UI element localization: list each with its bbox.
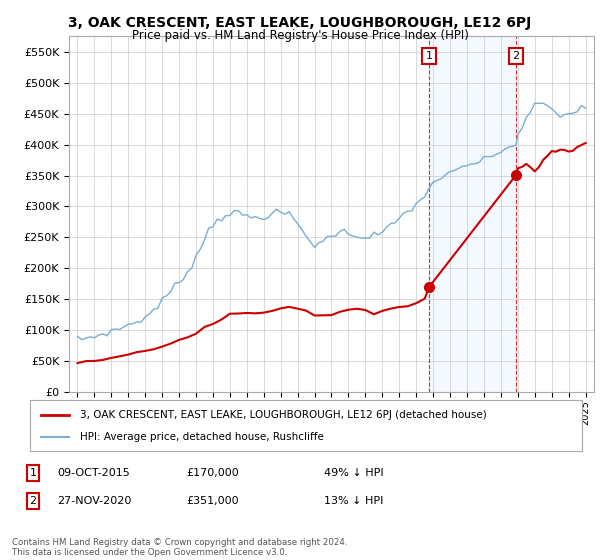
Text: 3, OAK CRESCENT, EAST LEAKE, LOUGHBOROUGH, LE12 6PJ (detached house): 3, OAK CRESCENT, EAST LEAKE, LOUGHBOROUG…	[80, 409, 487, 419]
Text: Price paid vs. HM Land Registry's House Price Index (HPI): Price paid vs. HM Land Registry's House …	[131, 29, 469, 42]
Text: 49% ↓ HPI: 49% ↓ HPI	[324, 468, 383, 478]
Text: 2: 2	[512, 51, 520, 61]
Text: 3, OAK CRESCENT, EAST LEAKE, LOUGHBOROUGH, LE12 6PJ: 3, OAK CRESCENT, EAST LEAKE, LOUGHBOROUG…	[68, 16, 532, 30]
Text: Contains HM Land Registry data © Crown copyright and database right 2024.
This d: Contains HM Land Registry data © Crown c…	[12, 538, 347, 557]
Text: 27-NOV-2020: 27-NOV-2020	[57, 496, 131, 506]
Text: £170,000: £170,000	[186, 468, 239, 478]
Text: £351,000: £351,000	[186, 496, 239, 506]
Text: 13% ↓ HPI: 13% ↓ HPI	[324, 496, 383, 506]
Text: 09-OCT-2015: 09-OCT-2015	[57, 468, 130, 478]
Bar	[429, 36, 516, 392]
Text: 2: 2	[29, 496, 37, 506]
Text: HPI: Average price, detached house, Rushcliffe: HPI: Average price, detached house, Rush…	[80, 432, 323, 442]
Text: 1: 1	[426, 51, 433, 61]
Text: 1: 1	[29, 468, 37, 478]
